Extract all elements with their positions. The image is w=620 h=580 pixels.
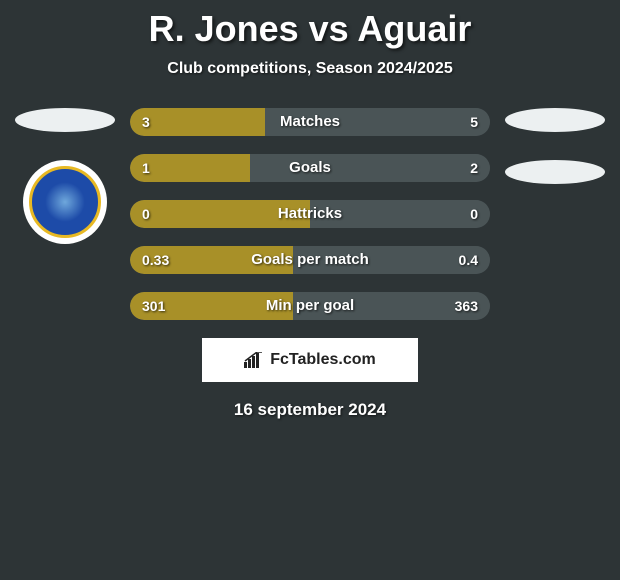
- stat-label: Goals per match: [130, 246, 490, 274]
- stat-row: 00Hattricks: [130, 200, 490, 228]
- stat-label: Min per goal: [130, 292, 490, 320]
- date-text: 16 september 2024: [0, 400, 620, 420]
- stat-label: Hattricks: [130, 200, 490, 228]
- brand-watermark: FcTables.com: [202, 338, 418, 382]
- player-badge-ellipse: [505, 160, 605, 184]
- club-logo-inner: [29, 166, 101, 238]
- page-title: R. Jones vs Aguair: [0, 0, 620, 50]
- stat-row: 0.330.4Goals per match: [130, 246, 490, 274]
- stat-row: 35Matches: [130, 108, 490, 136]
- right-badges-column: [500, 108, 610, 212]
- club-logo-left: [23, 160, 107, 244]
- brand-text: FcTables.com: [270, 351, 376, 369]
- subtitle: Club competitions, Season 2024/2025: [0, 60, 620, 78]
- player-badge-ellipse: [15, 108, 115, 132]
- chart-icon: [244, 352, 264, 368]
- comparison-content: 35Matches 12Goals 00Hattricks 0.330.4Goals …: [0, 108, 620, 420]
- stat-label: Matches: [130, 108, 490, 136]
- left-badges-column: [10, 108, 120, 244]
- stat-row: 12Goals: [130, 154, 490, 182]
- player-badge-ellipse: [505, 108, 605, 132]
- stat-label: Goals: [130, 154, 490, 182]
- stat-row: 301363Min per goal: [130, 292, 490, 320]
- stat-bars-container: 35Matches 12Goals 00Hattricks 0.330.4Goals …: [130, 108, 490, 320]
